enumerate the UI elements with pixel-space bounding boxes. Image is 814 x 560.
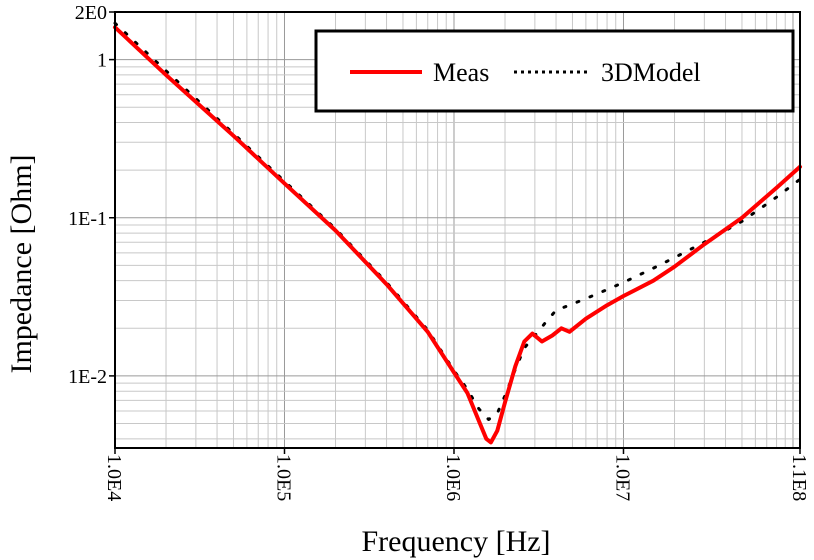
plot-frame [114,11,801,449]
y-axis-title: Impedance [Ohm] [5,154,38,373]
x-tick-label: 1.0E4 [103,454,125,501]
y-axis-ticks: 2E0 1 1E-1 1E-2 [68,2,115,388]
x-tick-label: 1.1E8 [788,454,810,501]
x-tick-label: 1.0E5 [272,454,294,501]
x-axis-ticks: 1.0E4 1.0E5 1.0E6 1.0E7 1.1E8 [103,448,810,501]
legend-label-3dmodel: 3DModel [601,58,701,87]
x-tick-label: 1.0E6 [442,454,464,501]
series-layer [113,21,802,445]
x-axis-title: Frequency [Hz] [361,525,550,558]
y-tick-label: 2E0 [75,2,107,24]
series-line-meas [113,25,802,445]
y-tick-label: 1E-2 [68,366,107,388]
legend: Meas 3DModel [314,29,795,113]
legend-label-meas: Meas [433,58,489,87]
y-tick-label: 1E-1 [68,208,107,230]
y-tick-label: 1 [97,50,107,72]
x-tick-label: 1.0E7 [611,454,633,501]
